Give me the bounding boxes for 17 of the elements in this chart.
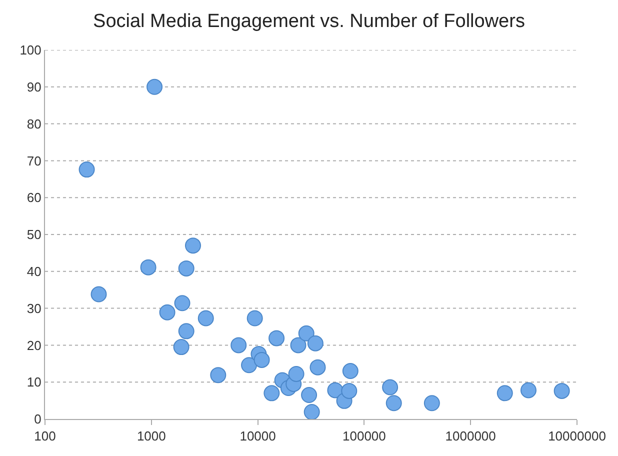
y-tick-label: 100 bbox=[20, 42, 42, 58]
x-tick-label: 100000 bbox=[342, 428, 386, 444]
y-tick-label: 10 bbox=[26, 374, 42, 390]
y-tick-label: 20 bbox=[26, 338, 42, 353]
y-tick-label: 0 bbox=[34, 412, 42, 427]
x-tick-label: 1000000 bbox=[445, 428, 496, 444]
chart-title: Social Media Engagement vs. Number of Followers bbox=[93, 10, 525, 32]
y-tick-label: 40 bbox=[26, 264, 42, 279]
y-tick-label: 60 bbox=[26, 190, 42, 206]
x-tick-label: 10000 bbox=[240, 428, 276, 444]
y-tick-label: 50 bbox=[26, 227, 42, 242]
y-tick-label: 90 bbox=[26, 79, 42, 94]
y-tick-label: 30 bbox=[26, 300, 42, 316]
x-tick-label: 1000 bbox=[136, 428, 166, 444]
y-tick-label: 80 bbox=[26, 116, 42, 132]
x-tick-label: 10000000 bbox=[548, 428, 606, 444]
y-tick-label: 70 bbox=[26, 153, 42, 168]
